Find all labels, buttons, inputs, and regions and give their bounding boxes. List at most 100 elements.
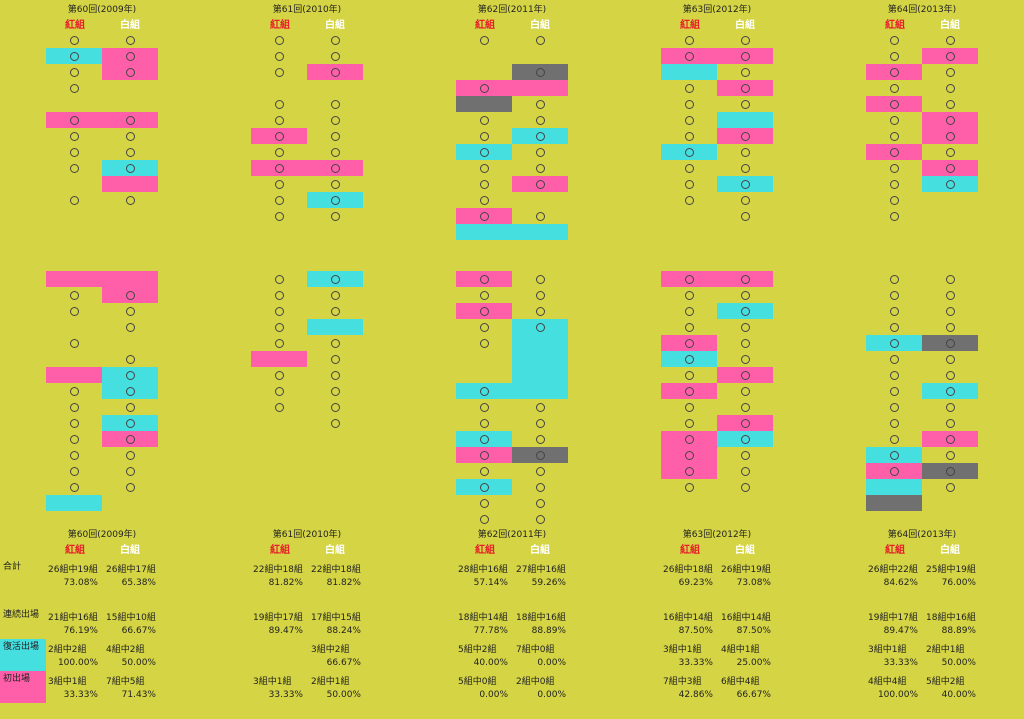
circle-icon (685, 84, 694, 93)
circle-icon (890, 435, 899, 444)
circle-icon (275, 116, 284, 125)
team-white-label: 白組 (530, 545, 550, 556)
circle-icon (685, 323, 694, 332)
circle-icon (126, 291, 135, 300)
circle-icon (536, 148, 545, 157)
circle-icon (480, 180, 489, 189)
circle-icon (741, 387, 750, 396)
stat-red-count: 3組中1組 (48, 677, 87, 687)
stat-red-pct: 42.86% (678, 690, 713, 700)
stat-red-count: 16組中14組 (663, 613, 713, 623)
circle-icon (685, 116, 694, 125)
circle-icon (946, 483, 955, 492)
circle-icon (331, 52, 340, 61)
circle-icon (126, 323, 135, 332)
circle-icon (331, 100, 340, 109)
circle-icon (70, 132, 79, 141)
stat-red-count: 22組中18組 (253, 565, 303, 575)
circle-icon (685, 291, 694, 300)
circle-icon (946, 164, 955, 173)
circle-icon (70, 52, 79, 61)
year-header: 第64回(2013年) (887, 5, 957, 15)
team-red-label: 紅組 (475, 20, 495, 31)
circle-icon (275, 307, 284, 316)
stat-white-count: 6組中4組 (721, 677, 760, 687)
entry-cell (661, 64, 717, 80)
circle-icon (331, 68, 340, 77)
stat-white-pct: 88.89% (941, 626, 976, 636)
circle-icon (946, 435, 955, 444)
stat-white-pct: 50.00% (121, 658, 156, 668)
stat-red-pct: 33.33% (268, 690, 303, 700)
team-red-label: 紅組 (680, 545, 700, 556)
circle-icon (70, 419, 79, 428)
stat-white-count: 18組中16組 (516, 613, 566, 623)
circle-icon (536, 291, 545, 300)
circle-icon (946, 339, 955, 348)
stat-white-count: 7組中0組 (516, 645, 555, 655)
stat-white-count: 25組中19組 (926, 565, 976, 575)
entry-cell (456, 224, 512, 240)
circle-icon (331, 387, 340, 396)
circle-icon (275, 212, 284, 221)
circle-icon (126, 307, 135, 316)
circle-icon (685, 148, 694, 157)
circle-icon (126, 483, 135, 492)
circle-icon (890, 116, 899, 125)
circle-icon (126, 387, 135, 396)
circle-icon (741, 435, 750, 444)
circle-icon (685, 419, 694, 428)
circle-icon (946, 307, 955, 316)
circle-icon (685, 355, 694, 364)
team-white-label: 白組 (940, 545, 960, 556)
entry-cell (46, 367, 102, 383)
circle-icon (480, 148, 489, 157)
circle-icon (536, 307, 545, 316)
year-header: 第62回(2011年) (477, 530, 547, 540)
circle-icon (946, 323, 955, 332)
circle-icon (741, 68, 750, 77)
stat-white-count: 27組中16組 (516, 565, 566, 575)
circle-icon (890, 339, 899, 348)
circle-icon (890, 100, 899, 109)
stat-white-pct: 66.67% (736, 690, 771, 700)
circle-icon (685, 451, 694, 460)
stat-red-pct: 33.33% (883, 658, 918, 668)
circle-icon (946, 387, 955, 396)
circle-icon (275, 387, 284, 396)
team-white-label: 白組 (120, 20, 140, 31)
circle-icon (275, 100, 284, 109)
stat-white-count: 15組中10組 (106, 613, 156, 623)
circle-icon (480, 499, 489, 508)
circle-icon (126, 68, 135, 77)
stat-white-count: 3組中2組 (311, 645, 350, 655)
circle-icon (536, 403, 545, 412)
circle-icon (275, 148, 284, 157)
stat-white-count: 7組中5組 (106, 677, 145, 687)
legend-total: 合計 (3, 562, 22, 572)
entry-cell (102, 176, 158, 192)
circle-icon (890, 196, 899, 205)
circle-icon (126, 164, 135, 173)
team-red-label: 紅組 (475, 545, 495, 556)
circle-icon (890, 180, 899, 189)
stat-red-pct: 100.00% (877, 690, 918, 700)
stat-white-pct: 88.24% (326, 626, 361, 636)
circle-icon (480, 84, 489, 93)
circle-icon (946, 355, 955, 364)
stat-red-count: 3組中1組 (253, 677, 292, 687)
circle-icon (275, 180, 284, 189)
circle-icon (126, 148, 135, 157)
circle-icon (890, 323, 899, 332)
stat-white-pct: 66.67% (326, 658, 361, 668)
stat-white-pct: 59.26% (531, 578, 566, 588)
circle-icon (946, 100, 955, 109)
circle-icon (480, 419, 489, 428)
circle-icon (685, 36, 694, 45)
circle-icon (70, 196, 79, 205)
circle-icon (741, 180, 750, 189)
circle-icon (685, 196, 694, 205)
circle-icon (536, 451, 545, 460)
circle-icon (741, 212, 750, 221)
entry-cell (46, 271, 102, 287)
